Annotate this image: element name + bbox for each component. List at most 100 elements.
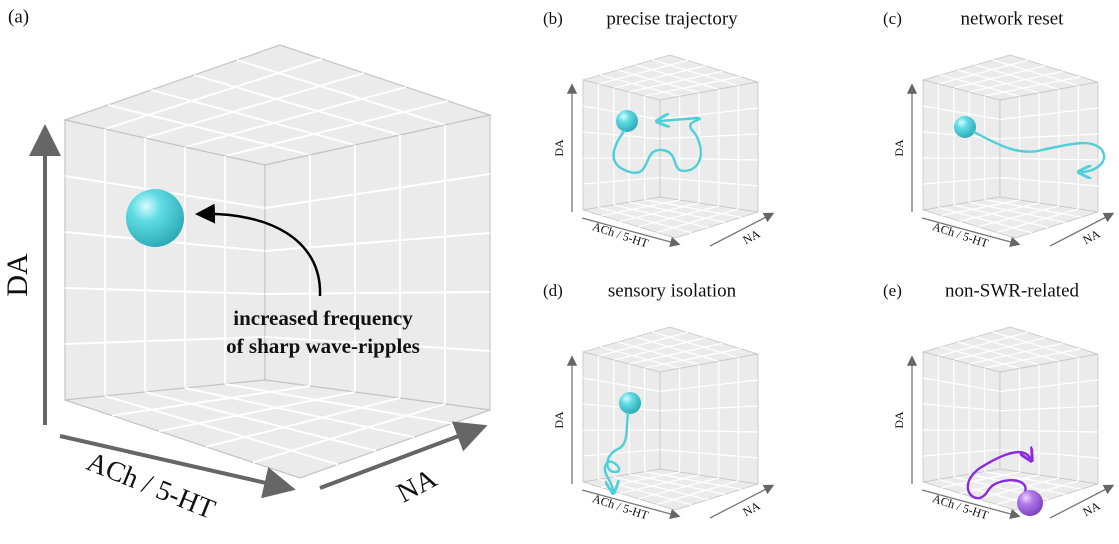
grid-line: [656, 480, 739, 506]
grid-line: [613, 476, 709, 501]
axis-arrow: [1049, 484, 1115, 519]
axis-arrow: [581, 217, 681, 247]
cube-face: [582, 79, 661, 211]
grid-line: [659, 107, 759, 121]
grid-line: [629, 473, 725, 496]
grid-line: [940, 74, 1020, 98]
panel-title: non-SWR-related: [945, 280, 1080, 301]
panel-label: (c): [883, 9, 902, 28]
grid-line: [264, 336, 491, 352]
grid-line: [659, 379, 759, 393]
grid-line: [104, 58, 323, 130]
grid-line: [629, 201, 725, 224]
grid-line: [999, 157, 1099, 161]
axis-label: DA: [552, 411, 566, 429]
grid-line: [582, 377, 661, 393]
grid-line: [656, 208, 739, 234]
grid-line: [978, 205, 1059, 228]
grid-line: [922, 105, 1001, 121]
grid-line: [644, 198, 742, 218]
grid-line: [644, 347, 741, 369]
sphere: [616, 110, 638, 132]
grid-line: [619, 474, 700, 494]
grid-line: [992, 59, 1079, 87]
axis-label: NA: [740, 498, 762, 519]
grid-line: [992, 331, 1079, 359]
grid-line: [224, 383, 453, 425]
grid-line: [635, 336, 719, 362]
axis-arrow: [319, 421, 488, 490]
axis-arrow: [921, 217, 1021, 247]
grid-line: [111, 385, 311, 417]
grid-line: [652, 59, 739, 87]
grid-line: [999, 133, 1099, 140]
grid-line: [644, 75, 741, 97]
grid-line: [629, 70, 723, 93]
panel-label: (e): [883, 281, 902, 300]
grid-line: [938, 206, 1032, 234]
grid-line: [205, 397, 401, 448]
grid-line: [619, 202, 700, 222]
panel-label: (d): [543, 281, 563, 300]
grid-line: [644, 470, 742, 490]
grid-line: [184, 387, 415, 439]
grid-line: [953, 65, 1046, 89]
grid-line: [941, 471, 1020, 489]
grid-line: [600, 74, 680, 98]
grid-line: [600, 346, 680, 370]
grid-line: [184, 86, 407, 148]
grid-line: [150, 89, 356, 146]
grid-line: [598, 331, 688, 357]
grid-line: [940, 346, 1020, 370]
grid-line: [999, 379, 1099, 393]
grid-line: [64, 287, 266, 295]
grid-line: [598, 206, 692, 234]
grid-line: [224, 100, 449, 157]
grid-line: [996, 208, 1079, 234]
annotation: increased frequency: [233, 306, 413, 330]
grid-line: [617, 341, 700, 366]
grid-line: [969, 342, 1063, 365]
grid-line: [957, 341, 1040, 366]
grid-line: [984, 347, 1081, 369]
grid-line: [659, 405, 759, 412]
grid-line: [264, 173, 491, 209]
grid-line: [922, 176, 1001, 185]
grid-line: [659, 176, 759, 187]
grid-line: [582, 176, 661, 185]
grid-line: [252, 403, 446, 464]
grid-line: [264, 291, 491, 295]
grid-line: [144, 391, 377, 452]
grid-line: [975, 336, 1059, 362]
grid-line: [144, 72, 365, 139]
grid-line: [922, 377, 1001, 393]
sphere: [1017, 490, 1043, 516]
sphere: [954, 116, 976, 138]
trajectory: [603, 411, 630, 490]
grid-line: [617, 69, 700, 94]
grid-line: [613, 65, 706, 89]
grid-line: [613, 204, 709, 229]
axis-label: NA: [740, 226, 762, 247]
grid-line: [999, 176, 1099, 187]
panel-title: network reset: [961, 8, 1065, 29]
grid-line: [638, 205, 719, 228]
panel-label: (b): [543, 9, 563, 28]
grid-line: [582, 448, 661, 457]
axis-label: DA: [892, 139, 906, 157]
grid-line: [659, 157, 759, 161]
axis-label: DA: [1, 253, 34, 297]
cube-face: [659, 81, 759, 213]
grid-line: [969, 70, 1063, 93]
cube-face: [999, 81, 1099, 213]
grid-line: [193, 74, 401, 136]
grid-line: [984, 470, 1082, 490]
grid-line: [984, 198, 1082, 218]
cube-face: [999, 353, 1099, 485]
grid-line: [953, 204, 1049, 229]
grid-line: [999, 107, 1099, 121]
